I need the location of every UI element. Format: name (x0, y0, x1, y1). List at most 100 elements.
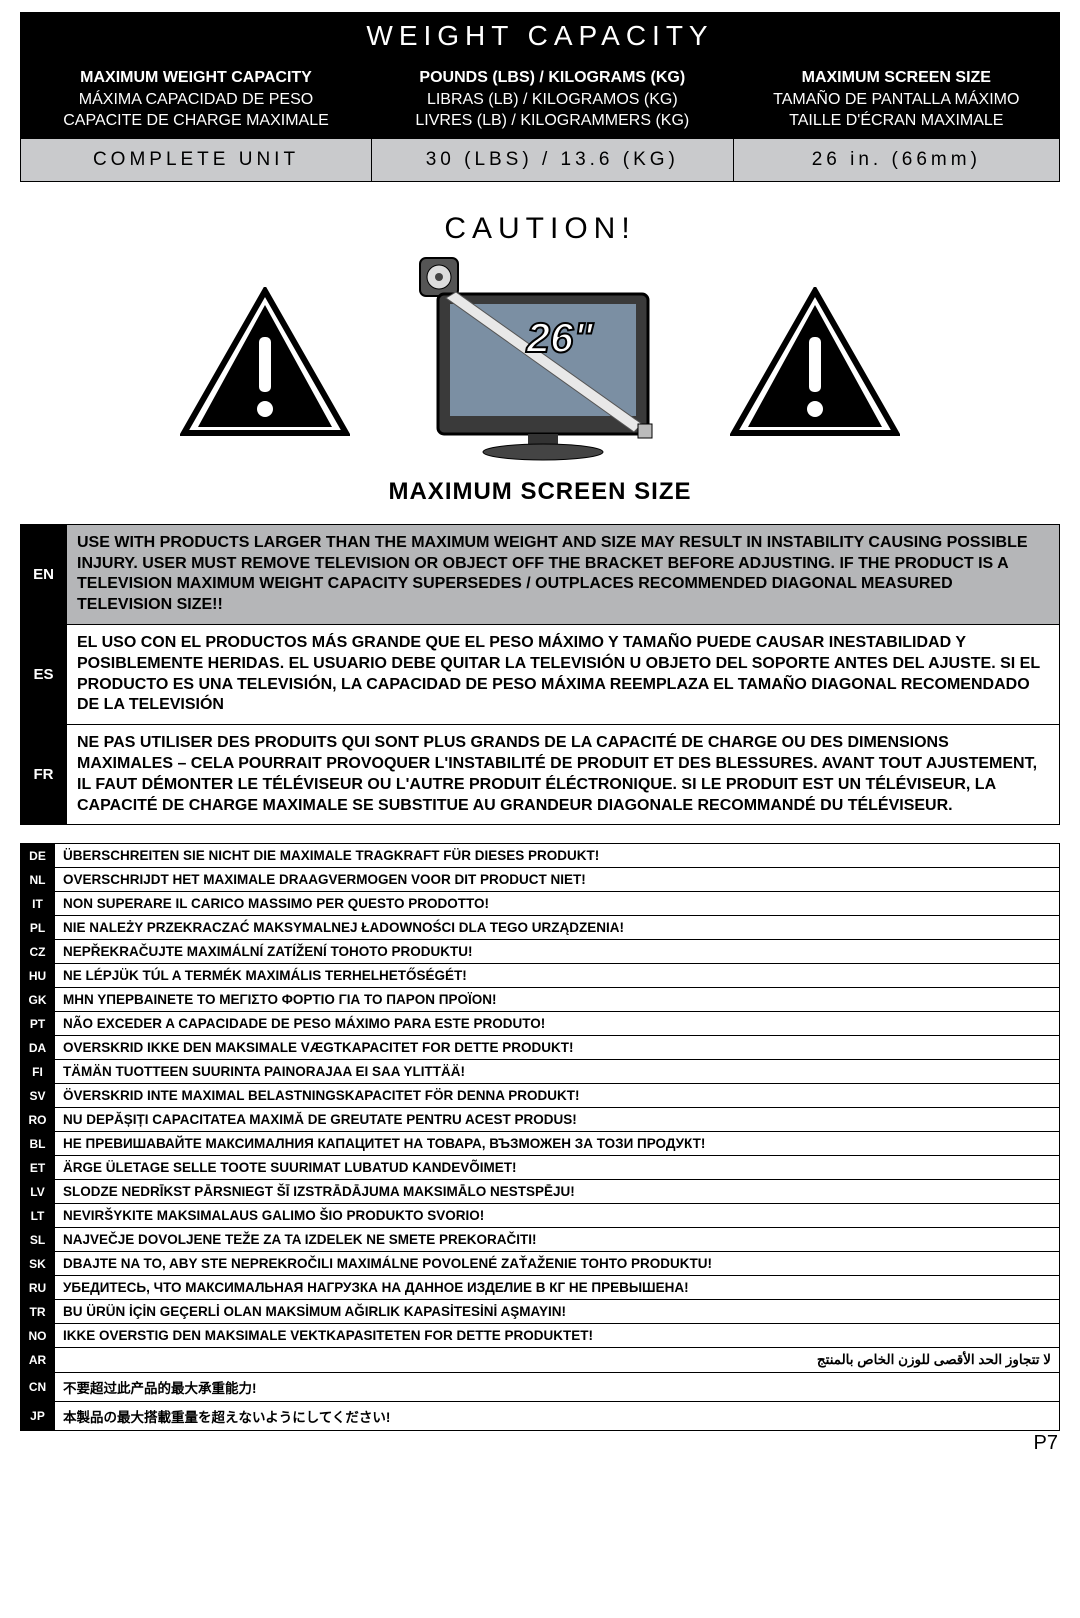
cap-h0-l2: MÁXIMA CAPACIDAD DE PESO (25, 89, 367, 111)
small-warning-row: BLНЕ ПРЕВИШАВАЙТЕ МАКСИМАЛНИЯ КАПАЦИТЕТ … (21, 1132, 1060, 1156)
lang-code: HU (21, 964, 55, 988)
caution-block: CAUTION! 26" (20, 212, 1060, 506)
small-warning-row: NLOVERSCHRIJDT HET MAXIMALE DRAAGVERMOGE… (21, 868, 1060, 892)
cap-cell-1: 30 (LBS) / 13.6 (KG) (372, 138, 734, 181)
lang-text: NIE NALEŻY PRZEKRACZAĆ MAKSYMALNEJ ŁADOW… (55, 916, 1060, 940)
cap-header-1: POUNDS (LBS) / KILOGRAMS (KG) LIBRAS (LB… (372, 61, 734, 139)
small-warning-row: CN不要超过此产品的最大承重能力! (21, 1373, 1060, 1402)
lang-text: DBAJTE NA TO, ABY STE NEPREKROČILI MAXIM… (55, 1252, 1060, 1276)
cap-header-0: MAXIMUM WEIGHT CAPACITY MÁXIMA CAPACIDAD… (21, 61, 372, 139)
lang-text: НЕ ПРЕВИШАВАЙТЕ МАКСИМАЛНИЯ КАПАЦИТЕТ НА… (55, 1132, 1060, 1156)
capacity-header-row: MAXIMUM WEIGHT CAPACITY MÁXIMA CAPACIDAD… (21, 61, 1060, 139)
small-warning-row: ITNON SUPERARE IL CARICO MASSIMO PER QUE… (21, 892, 1060, 916)
small-warning-row: SLNAJVEČJE DOVOLJENE TEŽE ZA TA IZDELEK … (21, 1228, 1060, 1252)
lang-code: IT (21, 892, 55, 916)
warning-icon-left (180, 287, 350, 437)
lang-text: NU DEPĂȘIȚI CAPACITATEA MAXIMĂ DE GREUTA… (55, 1108, 1060, 1132)
lang-text: ÄRGE ÜLETAGE SELLE TOOTE SUURIMAT LUBATU… (55, 1156, 1060, 1180)
lang-text: SLODZE NEDRĪKST PĀRSNIEGT ŠĪ IZSTRĀDĀJUM… (55, 1180, 1060, 1204)
lang-text: NE PAS UTILISER DES PRODUITS QUI SONT PL… (67, 725, 1060, 825)
lang-code: FR (21, 725, 67, 825)
lang-text: USE WITH PRODUCTS LARGER THAN THE MAXIMU… (67, 524, 1060, 624)
lang-code: PT (21, 1012, 55, 1036)
small-warning-row: SVÖVERSKRID INTE MAXIMAL BELASTNINGSKAPA… (21, 1084, 1060, 1108)
lang-code: AR (21, 1348, 55, 1373)
lang-text: ÜBERSCHREITEN SIE NICHT DIE MAXIMALE TRA… (55, 844, 1060, 868)
lang-code: PL (21, 916, 55, 940)
lang-text: IKKE OVERSTIG DEN MAKSIMALE VEKTKAPASITE… (55, 1324, 1060, 1348)
lang-text: NON SUPERARE IL CARICO MASSIMO PER QUEST… (55, 892, 1060, 916)
lang-code: SL (21, 1228, 55, 1252)
big-warnings-table: ENUSE WITH PRODUCTS LARGER THAN THE MAXI… (20, 524, 1060, 826)
lang-text: ΜΗΝ ΥΠΕΡΒΑΙΝΕΤΕ ΤΟ ΜΕΓΙΣΤΟ ΦΟΡΤΙΟ ΓΙΑ ΤΟ… (55, 988, 1060, 1012)
small-warning-row: FITÄMÄN TUOTTEEN SUURINTA PAINORAJAA EI … (21, 1060, 1060, 1084)
cap-cell-0: COMPLETE UNIT (21, 138, 372, 181)
lang-text: BU ÜRÜN İÇİN GEÇERLİ OLAN MAKSİMUM AĞIRL… (55, 1300, 1060, 1324)
lang-code: ET (21, 1156, 55, 1180)
small-warning-row: ARلا تتجاوز الحد الأقصى للوزن الخاص بالم… (21, 1348, 1060, 1373)
cap-h0-l3: CAPACITE DE CHARGE MAXIMALE (25, 110, 367, 132)
lang-code: CZ (21, 940, 55, 964)
max-screen-size-label: MAXIMUM SCREEN SIZE (20, 478, 1060, 506)
lang-code: DA (21, 1036, 55, 1060)
small-warning-row: DEÜBERSCHREITEN SIE NICHT DIE MAXIMALE T… (21, 844, 1060, 868)
page-title: WEIGHT CAPACITY (20, 12, 1060, 60)
small-warning-row: ETÄRGE ÜLETAGE SELLE TOOTE SUURIMAT LUBA… (21, 1156, 1060, 1180)
small-warning-row: RUУБЕДИТЕСЬ, ЧТО МАКСИМАЛЬНАЯ НАГРУЗКА Н… (21, 1276, 1060, 1300)
lang-text: لا تتجاوز الحد الأقصى للوزن الخاص بالمنت… (55, 1348, 1060, 1373)
caution-row: 26" (20, 252, 1060, 472)
small-warning-row: TRBU ÜRÜN İÇİN GEÇERLİ OLAN MAKSİMUM AĞI… (21, 1300, 1060, 1324)
lang-text: TÄMÄN TUOTTEEN SUURINTA PAINORAJAA EI SA… (55, 1060, 1060, 1084)
lang-code: SK (21, 1252, 55, 1276)
lang-code: TR (21, 1300, 55, 1324)
lang-text: NE LÉPJÜK TÚL A TERMÉK MAXIMÁLIS TERHELH… (55, 964, 1060, 988)
cap-h1-l2: LIBRAS (LB) / KILOGRAMOS (KG) (376, 89, 729, 111)
small-warning-row: PTNÃO EXCEDER A CAPACIDADE DE PESO MÁXIM… (21, 1012, 1060, 1036)
cap-h2-l1: MAXIMUM SCREEN SIZE (738, 67, 1055, 89)
lang-text: ÖVERSKRID INTE MAXIMAL BELASTNINGSKAPACI… (55, 1084, 1060, 1108)
small-warnings-table: DEÜBERSCHREITEN SIE NICHT DIE MAXIMALE T… (20, 843, 1060, 1431)
small-warning-row: SKDBAJTE NA TO, ABY STE NEPREKROČILI MAX… (21, 1252, 1060, 1276)
lang-code: EN (21, 524, 67, 624)
lang-code: CN (21, 1373, 55, 1402)
small-warning-row: DAOVERSKRID IKKE DEN MAKSIMALE VÆGTKAPAC… (21, 1036, 1060, 1060)
lang-text: 不要超过此产品的最大承重能力! (55, 1373, 1060, 1402)
lang-code: GK (21, 988, 55, 1012)
cap-header-2: MAXIMUM SCREEN SIZE TAMAÑO DE PANTALLA M… (733, 61, 1059, 139)
small-warning-row: HUNE LÉPJÜK TÚL A TERMÉK MAXIMÁLIS TERHE… (21, 964, 1060, 988)
small-warning-row: CZNEPŘEKRAČUJTE MAXIMÁLNÍ ZATÍŽENÍ TOHOT… (21, 940, 1060, 964)
tv-illustration: 26" (410, 252, 670, 472)
lang-text: NÃO EXCEDER A CAPACIDADE DE PESO MÁXIMO … (55, 1012, 1060, 1036)
page-number: P7 (1034, 1432, 1058, 1455)
lang-code: NO (21, 1324, 55, 1348)
lang-code: JP (21, 1402, 55, 1431)
small-warning-row: GKΜΗΝ ΥΠΕΡΒΑΙΝΕΤΕ ΤΟ ΜΕΓΙΣΤΟ ΦΟΡΤΙΟ ΓΙΑ … (21, 988, 1060, 1012)
lang-code: RU (21, 1276, 55, 1300)
lang-code: LV (21, 1180, 55, 1204)
tv-icon: 26" (410, 252, 670, 472)
lang-text: NEPŘEKRAČUJTE MAXIMÁLNÍ ZATÍŽENÍ TOHOTO … (55, 940, 1060, 964)
caution-title: CAUTION! (20, 212, 1060, 246)
lang-code: SV (21, 1084, 55, 1108)
small-warning-row: LTNEVIRŠYKITE MAKSIMALAUS GALIMO ŠIO PRO… (21, 1204, 1060, 1228)
big-warning-row: FRNE PAS UTILISER DES PRODUITS QUI SONT … (21, 725, 1060, 825)
cap-h1-l3: LIVRES (LB) / KILOGRAMMERS (KG) (376, 110, 729, 132)
lang-text: OVERSKRID IKKE DEN MAKSIMALE VÆGTKAPACIT… (55, 1036, 1060, 1060)
small-warning-row: RONU DEPĂȘIȚI CAPACITATEA MAXIMĂ DE GREU… (21, 1108, 1060, 1132)
big-warning-row: ESEL USO CON EL PRODUCTOS MÁS GRANDE QUE… (21, 624, 1060, 724)
cap-h1-l1: POUNDS (LBS) / KILOGRAMS (KG) (376, 67, 729, 89)
small-warning-row: JP本製品の最大搭載重量を超えないようにしてください! (21, 1402, 1060, 1431)
small-warning-row: PLNIE NALEŻY PRZEKRACZAĆ MAKSYMALNEJ ŁAD… (21, 916, 1060, 940)
lang-code: RO (21, 1108, 55, 1132)
lang-text: EL USO CON EL PRODUCTOS MÁS GRANDE QUE E… (67, 624, 1060, 724)
cap-cell-2: 26 in. (66mm) (733, 138, 1059, 181)
lang-code: NL (21, 868, 55, 892)
lang-text: NAJVEČJE DOVOLJENE TEŽE ZA TA IZDELEK NE… (55, 1228, 1060, 1252)
lang-text: УБЕДИТЕСЬ, ЧТО МАКСИМАЛЬНАЯ НАГРУЗКА НА … (55, 1276, 1060, 1300)
big-warning-row: ENUSE WITH PRODUCTS LARGER THAN THE MAXI… (21, 524, 1060, 624)
lang-code: BL (21, 1132, 55, 1156)
capacity-table: MAXIMUM WEIGHT CAPACITY MÁXIMA CAPACIDAD… (20, 60, 1060, 182)
small-warning-row: LVSLODZE NEDRĪKST PĀRSNIEGT ŠĪ IZSTRĀDĀJ… (21, 1180, 1060, 1204)
cap-h0-l1: MAXIMUM WEIGHT CAPACITY (25, 67, 367, 89)
small-warning-row: NOIKKE OVERSTIG DEN MAKSIMALE VEKTKAPASI… (21, 1324, 1060, 1348)
